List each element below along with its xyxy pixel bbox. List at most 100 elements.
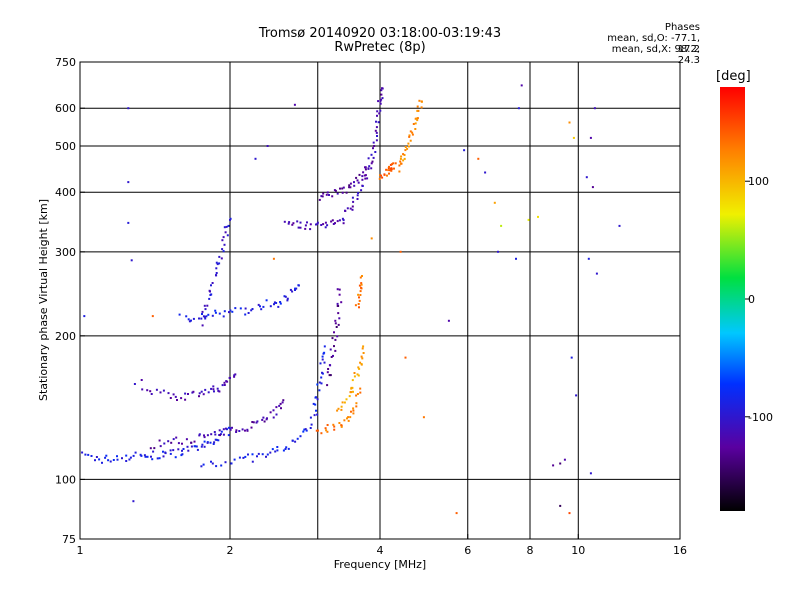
data-point <box>357 366 360 369</box>
data-point <box>380 174 382 177</box>
data-point <box>323 361 326 364</box>
data-point <box>477 157 480 160</box>
data-point <box>215 438 218 441</box>
data-point <box>340 301 343 304</box>
data-point <box>214 438 217 441</box>
data-point <box>181 453 184 456</box>
data-point <box>238 456 241 459</box>
data-point <box>133 383 136 385</box>
data-point <box>309 416 312 419</box>
y-tick-label: 300 <box>55 246 76 259</box>
data-point <box>568 512 571 515</box>
data-point <box>140 379 143 381</box>
data-point <box>132 500 135 503</box>
data-point <box>338 317 341 320</box>
data-point <box>261 418 264 421</box>
data-point <box>310 423 313 426</box>
data-point <box>98 458 101 461</box>
data-point <box>380 89 383 92</box>
data-point <box>326 384 329 387</box>
data-point <box>229 309 232 312</box>
data-point <box>387 167 390 169</box>
data-point <box>341 187 344 190</box>
data-point <box>326 191 329 194</box>
data-point <box>284 295 287 298</box>
data-point <box>349 207 352 210</box>
data-point <box>220 430 223 433</box>
data-point <box>328 374 331 377</box>
legend-title: Phases <box>664 22 700 33</box>
data-point <box>207 313 210 316</box>
plot-frame <box>79 61 681 540</box>
data-point <box>125 454 128 457</box>
data-point <box>374 129 377 132</box>
data-point <box>127 107 130 110</box>
data-point <box>366 177 369 180</box>
data-point <box>272 416 275 419</box>
data-point <box>294 287 297 290</box>
data-point <box>591 186 594 189</box>
data-point <box>218 312 221 315</box>
data-point <box>552 464 555 467</box>
data-point <box>414 128 417 130</box>
data-point <box>220 257 223 260</box>
data-point <box>235 429 238 432</box>
data-point <box>399 250 402 253</box>
data-point <box>320 376 323 379</box>
data-point <box>234 373 237 376</box>
data-point <box>184 398 187 401</box>
data-point <box>206 434 209 437</box>
data-point <box>333 331 335 334</box>
data-point <box>331 219 334 222</box>
data-point <box>337 323 340 326</box>
data-point <box>127 221 130 224</box>
data-point <box>347 419 350 422</box>
data-point <box>177 448 180 451</box>
data-point <box>343 419 346 422</box>
data-point <box>407 142 410 145</box>
data-point <box>190 319 192 322</box>
data-point <box>305 429 308 432</box>
data-point <box>356 373 359 376</box>
data-point <box>271 448 274 451</box>
data-point <box>95 456 98 458</box>
data-point <box>181 449 183 452</box>
data-point <box>351 386 354 389</box>
data-point <box>213 431 216 433</box>
data-point <box>203 434 205 437</box>
data-point <box>320 432 323 435</box>
data-point <box>279 302 282 305</box>
data-point <box>244 455 247 458</box>
data-point <box>337 312 340 315</box>
data-point <box>222 433 225 436</box>
data-point <box>327 368 330 370</box>
data-point <box>416 119 419 122</box>
data-point <box>284 448 287 450</box>
data-point <box>316 413 319 416</box>
data-point <box>250 309 253 312</box>
data-point <box>338 288 341 291</box>
data-point <box>351 379 354 382</box>
data-point <box>333 425 336 428</box>
data-point <box>272 257 275 260</box>
data-point <box>368 165 371 168</box>
data-point <box>238 430 241 432</box>
data-point <box>336 288 339 291</box>
data-point <box>361 178 364 181</box>
data-point <box>208 289 211 292</box>
data-point <box>318 389 321 392</box>
data-point <box>185 315 188 318</box>
data-point <box>244 429 246 432</box>
data-point <box>309 223 312 226</box>
data-point <box>297 226 300 229</box>
data-point <box>394 162 397 165</box>
data-point <box>361 275 363 277</box>
data-point <box>276 449 279 452</box>
data-point <box>317 429 319 432</box>
data-point <box>288 221 291 224</box>
data-point <box>214 309 217 312</box>
data-point <box>359 290 362 293</box>
data-point <box>216 263 219 266</box>
data-point <box>404 356 407 359</box>
data-point <box>315 396 317 399</box>
